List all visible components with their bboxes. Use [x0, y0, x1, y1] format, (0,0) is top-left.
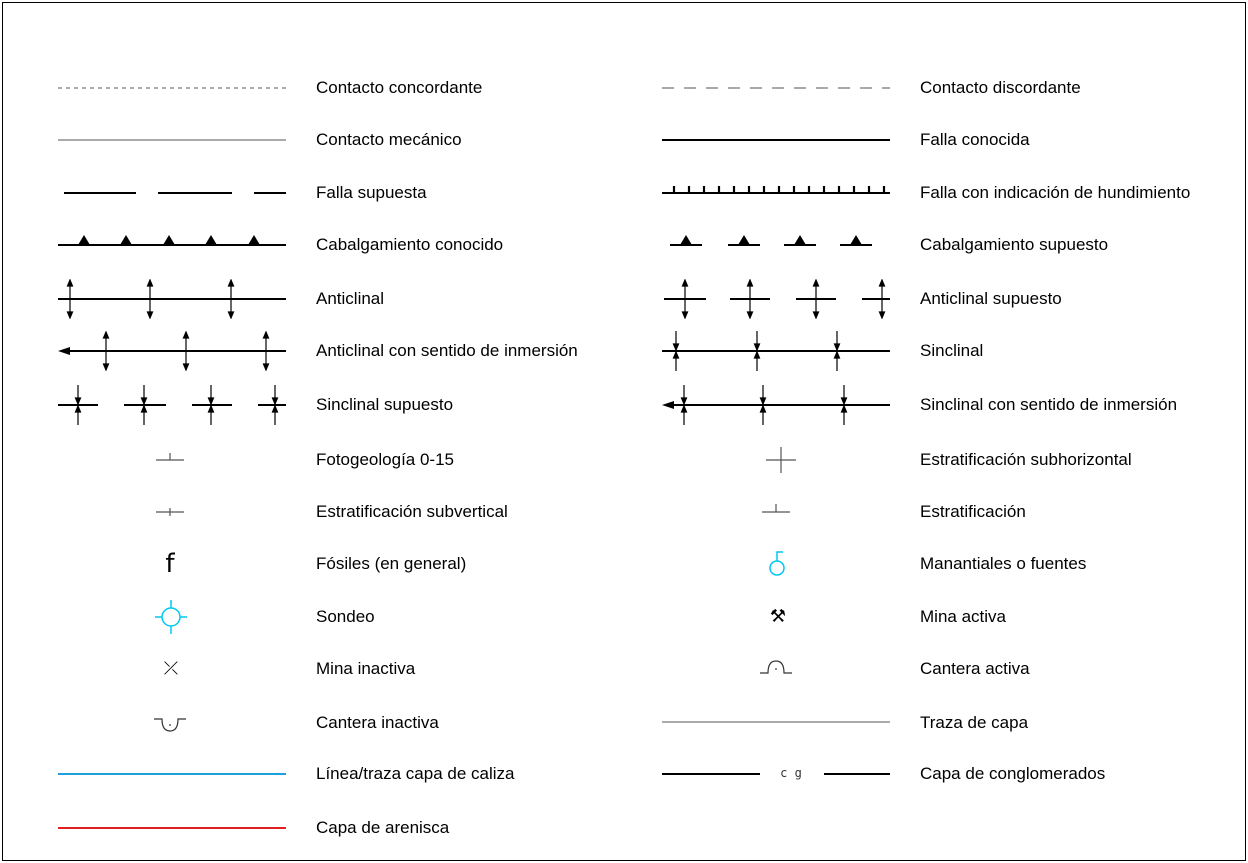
cyan-line-icon	[52, 754, 292, 794]
inactive-mine-glyph: ⤫	[163, 658, 179, 679]
anticline-icon	[52, 279, 292, 319]
dip-small-icon	[52, 440, 292, 480]
active-quarry-icon	[656, 649, 896, 689]
subvertical-icon	[52, 492, 292, 532]
anticline-dashed-icon	[656, 279, 896, 319]
legend-label: Sondeo	[316, 607, 375, 626]
legend-label: Sinclinal con sentido de inmersión	[920, 395, 1178, 414]
legend-label: Traza de capa	[920, 713, 1029, 732]
legend-label: Falla supuesta	[316, 183, 427, 202]
syncline-dashed-icon	[52, 385, 292, 425]
legend-label: Contacto concordante	[316, 78, 483, 97]
ticked-fault-icon	[656, 173, 896, 213]
fossil-f-icon: f	[52, 544, 292, 584]
red-line-icon	[52, 808, 292, 848]
borehole-icon	[52, 597, 292, 637]
long-dashed-line-icon	[52, 173, 292, 213]
legend-label: Capa de arenisca	[316, 818, 450, 837]
thin-gray-line-icon	[52, 120, 292, 160]
legend-label: Estratificación subhorizontal	[920, 450, 1132, 469]
thrust-dashed-icon	[656, 225, 896, 265]
legend-label: Mina activa	[920, 607, 1006, 626]
spring-icon	[656, 544, 896, 584]
legend-label: Cantera inactiva	[316, 713, 439, 732]
anticline-plunge-icon	[52, 331, 292, 371]
legend-label: Fósiles (en general)	[316, 554, 467, 573]
cross-icon	[656, 440, 896, 480]
legend-label: Contacto mecánico	[316, 130, 462, 149]
bedding-icon	[656, 492, 896, 532]
bed-trace-icon	[656, 703, 896, 743]
syncline-plunge-icon	[656, 385, 896, 425]
legend-label: Anticlinal con sentido de inmersión	[316, 341, 578, 360]
legend-label: Cabalgamiento supuesto	[920, 235, 1109, 254]
conglomerate-code: c g	[780, 766, 802, 780]
legend-label: Anticlinal supuesto	[920, 289, 1062, 308]
dashed-line-icon	[656, 68, 896, 108]
legend-label: Capa de conglomerados	[920, 764, 1106, 783]
syncline-icon	[656, 331, 896, 371]
thick-line-icon	[656, 120, 896, 160]
active-mine-glyph: ⚒	[769, 606, 787, 627]
legend-label: Manantiales o fuentes	[920, 554, 1087, 573]
active-mine-icon: ⚒	[656, 597, 896, 637]
legend-label: Sinclinal	[920, 341, 984, 360]
dotted-line-icon	[52, 68, 292, 108]
legend-label: Línea/traza capa de caliza	[316, 764, 515, 783]
legend-label: Cabalgamiento conocido	[316, 235, 504, 254]
legend-label: Estratificación	[920, 502, 1026, 521]
legend-label: Cantera activa	[920, 659, 1030, 678]
legend-label: Anticlinal	[316, 289, 385, 308]
legend-label: Mina inactiva	[316, 659, 416, 678]
legend-label: Sinclinal supuesto	[316, 395, 454, 414]
legend-label: Falla conocida	[920, 130, 1030, 149]
legend-label: Fotogeología 0-15	[316, 450, 454, 469]
fossil-glyph: f	[165, 549, 175, 579]
conglomerate-icon: c g	[656, 754, 896, 794]
thrust-triangles-icon	[52, 225, 292, 265]
legend-label: Estratificación subvertical	[316, 502, 508, 521]
legend-label: Contacto discordante	[920, 78, 1081, 97]
legend-label: Falla con indicación de hundimiento	[920, 183, 1191, 202]
inactive-mine-icon: ⤫	[52, 649, 292, 689]
inactive-quarry-icon	[52, 703, 292, 743]
